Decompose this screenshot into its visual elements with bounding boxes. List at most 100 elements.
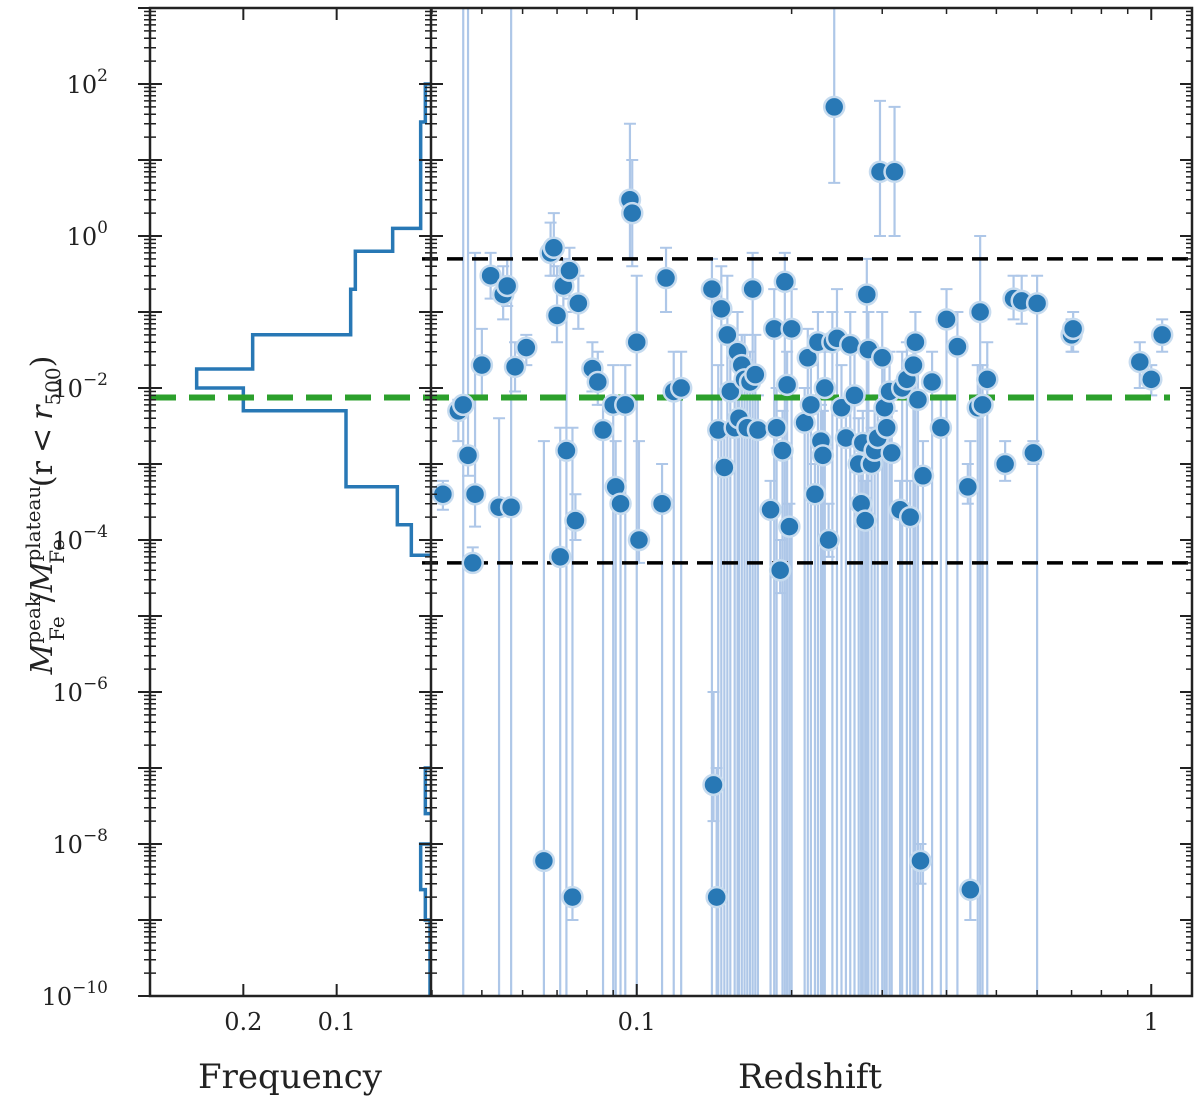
ylabel-sup1: peak [21,594,45,644]
ylabel-m2: M [25,560,60,593]
y-tick-label: 10−8 [52,826,108,859]
data-point [495,274,519,298]
data-point [463,482,487,506]
data-point [1128,350,1152,374]
data-point [778,515,801,538]
data-point [548,545,572,569]
data-point [609,492,632,515]
ylabel-sub1: Fe [45,616,69,641]
data-point [968,300,992,324]
data-point [1140,368,1163,391]
data-point [775,373,799,397]
data-point [741,277,764,301]
data-point [451,393,475,417]
y-tick-label: 102 [67,66,108,99]
data-point [883,160,906,184]
x-tick-label: 1 [1144,1008,1159,1036]
data-point [700,277,724,301]
data-point [461,551,484,575]
data-point [906,388,930,412]
data-point [946,335,969,358]
data-point [558,259,581,282]
data-point [902,353,925,377]
data-point [993,452,1017,476]
histogram-x-tick-label: 0.2 [224,1008,262,1036]
data-point [803,482,827,506]
data-point [567,292,590,315]
data-point [479,264,502,287]
histogram-bin [197,369,430,388]
data-point [470,353,494,377]
data-point [855,283,879,306]
data-point [716,323,739,347]
data-point [880,441,903,465]
data-point [650,492,674,515]
data-point [971,393,994,417]
data-point [625,330,648,354]
ylabel-m1: M [25,642,60,675]
data-point [591,418,615,442]
data-point [843,384,866,407]
ylabel-r: (r [25,460,60,487]
data-point [1022,441,1045,465]
data-point [813,376,837,400]
y-tick-label: 10−6 [52,674,108,707]
histogram-bin [253,335,430,369]
data-point [768,558,792,582]
data-point [744,363,767,386]
scatter-panel [150,7,1192,996]
data-point [911,464,935,488]
data-point [620,201,644,225]
data-point [853,509,877,532]
data-point [799,393,823,417]
data-point [904,330,927,354]
data-point [532,849,556,873]
data-point [719,380,742,403]
data-point [976,368,999,391]
histogram-bin [355,251,430,289]
data-point [746,418,770,442]
data-point [920,370,944,394]
data-point [564,509,587,532]
data-point [817,528,840,552]
data-point [705,885,728,909]
histogram-bin [393,228,430,251]
data-point [499,495,523,519]
plot-frame [148,6,1194,998]
data-point [710,297,733,321]
data-point [1025,292,1049,315]
data-point [759,498,782,522]
data-point [542,236,566,260]
y-tick-label: 10−10 [42,978,108,1011]
scatter-x-axis-title: Redshift [738,1057,882,1097]
data-point [822,95,846,119]
data-point [702,773,725,797]
data-point [503,355,527,379]
data-point [870,346,894,370]
data-point [929,416,953,439]
data-point [780,317,803,341]
histogram-x-axis-title: Frequency [198,1057,383,1097]
x-tick-label: 0.1 [618,1008,656,1036]
y-tick-label: 100 [67,218,108,251]
data-point [614,393,637,417]
ylabel-r2: r [25,404,60,420]
data-point [935,308,958,331]
data-point [898,505,922,529]
data-point [545,304,569,327]
data-point [959,878,982,902]
data-point [555,439,578,462]
data-point [1061,317,1085,341]
y-axis-title: MpeakFe/MplateauFe(r<r500) [21,356,69,676]
histogram-bin [346,411,430,487]
ylabel-sub3: 500 [41,367,65,405]
ylabel-close: ) [25,356,60,368]
data-point [811,444,835,467]
histogram-x-tick-label: 0.1 [318,1008,356,1036]
data-point [627,528,651,552]
y-tick-label: 10−2 [52,370,108,403]
ylabel-lt: < [25,428,60,453]
data-point [839,333,862,357]
data-point [796,346,820,370]
